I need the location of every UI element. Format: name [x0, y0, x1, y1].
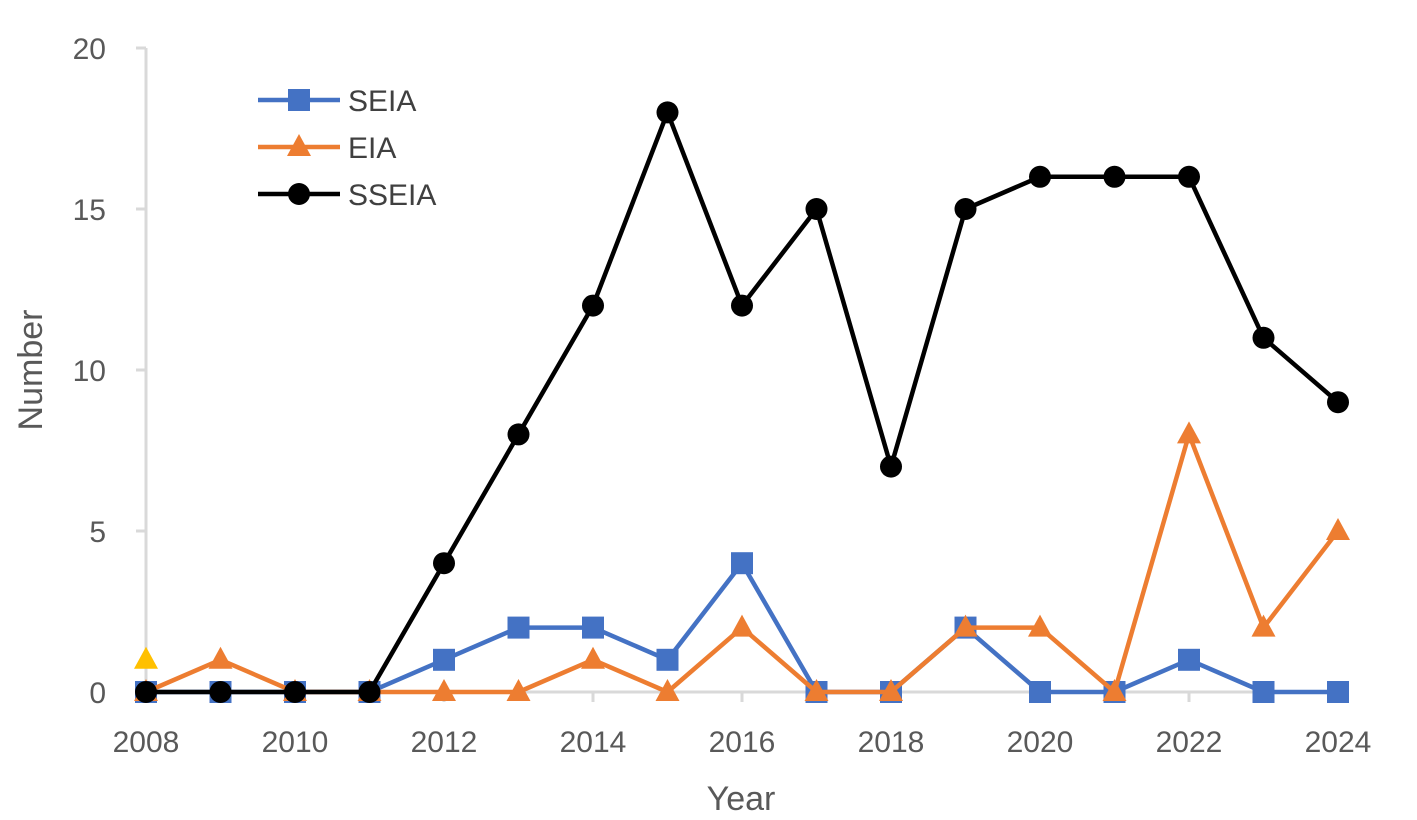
data-point-seia	[731, 552, 753, 575]
data-point-sseia	[582, 294, 604, 317]
data-point-eia	[581, 646, 605, 669]
data-point-seia	[582, 616, 604, 639]
x-tick-label: 2024	[1305, 726, 1372, 759]
legend-marker-eia	[287, 134, 311, 156]
data-point-eia	[953, 614, 978, 637]
x-tick-label: 2012	[411, 726, 478, 759]
data-point-eia	[432, 679, 456, 701]
data-point-eia	[1028, 614, 1052, 637]
legend-item-sseia: SSEIA	[258, 179, 436, 212]
legend-label-sseia: SSEIA	[348, 179, 436, 212]
data-point-sseia	[880, 455, 902, 478]
legend-marker-sseia	[288, 183, 310, 205]
data-point-sseia	[433, 552, 455, 575]
data-point-seia	[656, 648, 679, 671]
data-point-sseia	[358, 681, 381, 703]
legend-label-eia: EIA	[348, 132, 396, 165]
legend-marker-seia	[288, 89, 310, 111]
y-tick-label: 10	[73, 355, 106, 388]
legend-label-seia: SEIA	[348, 85, 416, 118]
data-point-sseia	[1327, 391, 1349, 414]
data-point-eia	[1102, 679, 1127, 701]
data-point-sseia	[805, 198, 828, 220]
data-point-seia	[1178, 648, 1200, 671]
y-tick-label: 5	[89, 516, 106, 549]
data-point-eia	[1326, 518, 1350, 540]
data-point-sseia	[284, 681, 306, 703]
data-point-eia	[655, 679, 680, 701]
y-tick-label: 20	[73, 33, 106, 66]
x-tick-label: 2008	[113, 726, 180, 759]
data-point-sseia	[1029, 165, 1051, 188]
y-tick-label: 15	[73, 194, 106, 227]
data-point-seia	[433, 648, 455, 671]
series-sseia	[135, 101, 1349, 703]
x-tick-label: 2014	[560, 726, 627, 759]
series-layer	[134, 101, 1350, 703]
data-point-sseia	[656, 101, 679, 124]
data-point-sseia	[209, 681, 232, 703]
data-point-sseia	[1252, 326, 1275, 349]
data-point-eia	[1177, 421, 1201, 444]
y-tick-label: 0	[89, 677, 106, 710]
data-point-sseia	[954, 198, 977, 220]
data-point-sseia	[507, 423, 530, 446]
x-tick-label: 2010	[262, 726, 329, 759]
series-line-sseia	[146, 110, 1340, 695]
data-point-sseia	[1103, 165, 1126, 188]
data-point-sseia	[135, 681, 157, 703]
data-point-eia	[1251, 614, 1276, 637]
highlight-point	[134, 646, 158, 669]
data-point-eia	[804, 679, 829, 701]
data-point-seia	[1327, 681, 1349, 703]
x-tick-label: 2020	[1007, 726, 1074, 759]
axes-layer: 0 5 10 15 20 2008 2010 2012 2014 2016 2018 2020 2022…	[73, 33, 1372, 759]
data-point-eia	[730, 614, 754, 637]
x-axis-title: Year	[707, 780, 776, 815]
y-axis-title: Number	[12, 310, 50, 431]
legend: SEIA EIA SSEIA	[258, 85, 436, 212]
data-point-seia	[507, 616, 530, 639]
legend-item-seia: SEIA	[258, 85, 416, 118]
x-tick-label: 2018	[858, 726, 925, 759]
data-point-seia	[1029, 681, 1051, 703]
x-tick-label: 2016	[709, 726, 776, 759]
data-point-eia	[879, 679, 903, 701]
data-point-eia	[506, 679, 531, 701]
data-point-sseia	[1178, 165, 1200, 188]
x-tick-label: 2022	[1156, 726, 1223, 759]
legend-item-eia: EIA	[258, 132, 396, 165]
data-point-sseia	[731, 294, 753, 317]
data-point-seia	[1252, 681, 1275, 703]
data-point-eia	[208, 646, 233, 669]
